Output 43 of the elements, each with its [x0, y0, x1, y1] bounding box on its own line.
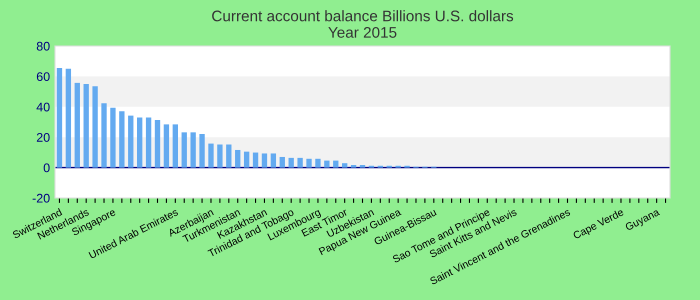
- bar: [208, 144, 214, 168]
- y-tick-label: -20: [32, 194, 50, 203]
- bar: [342, 163, 348, 168]
- bar: [128, 116, 134, 168]
- bar: [217, 144, 223, 168]
- bar: [101, 103, 107, 168]
- bar: [92, 86, 98, 168]
- bar: [119, 111, 125, 168]
- bar: [172, 124, 178, 168]
- bar: [226, 144, 232, 168]
- bar: [74, 82, 80, 168]
- bar: [252, 152, 258, 168]
- bar: [199, 134, 205, 168]
- bar: [66, 68, 72, 168]
- bar: [270, 153, 276, 168]
- bar: [146, 117, 152, 168]
- bar: [306, 158, 312, 168]
- bar: [297, 158, 303, 168]
- bar: [315, 158, 321, 168]
- bar: [333, 160, 338, 168]
- bar: [84, 84, 89, 168]
- bar: [288, 158, 294, 168]
- x-tick-label: Cape Verde: [572, 208, 625, 242]
- bar: [280, 156, 285, 168]
- bar: [164, 124, 170, 168]
- bar: [350, 165, 356, 168]
- y-tick-label: 60: [36, 72, 50, 82]
- y-tick-label: 0: [44, 163, 50, 172]
- bar: [182, 132, 187, 168]
- y-tick-label: 80: [36, 42, 50, 51]
- bar: [137, 117, 142, 168]
- chart-title: Current account balance Billions U.S. dollars Year 2015: [212, 10, 514, 38]
- bar: [190, 132, 196, 168]
- bar: [360, 165, 366, 168]
- bar: [235, 150, 240, 168]
- bar: [110, 108, 116, 168]
- bar: [56, 68, 62, 168]
- bar: [324, 160, 330, 168]
- y-tick-label: 20: [36, 133, 50, 142]
- bar: [262, 153, 268, 168]
- bar: [154, 120, 160, 168]
- y-tick-label: 40: [36, 102, 50, 112]
- bar: [244, 152, 250, 168]
